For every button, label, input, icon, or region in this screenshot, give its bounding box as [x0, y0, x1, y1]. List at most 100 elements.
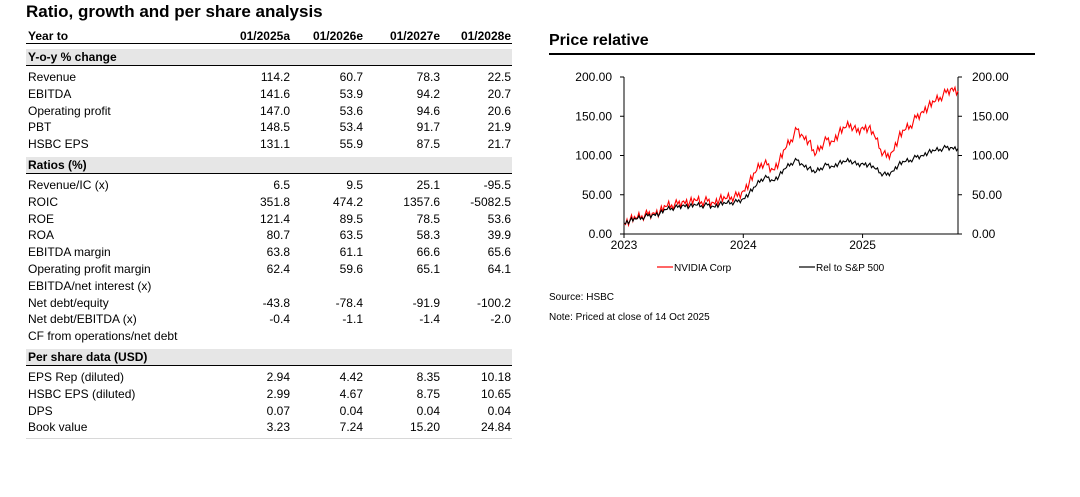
- row-value-col-3: 66.6: [416, 245, 440, 260]
- table-row-hsbc-eps-diluted: HSBC EPS (diluted) 2.99 4.67 8.75 10.65: [26, 386, 512, 403]
- section-title: Ratios (%): [28, 157, 87, 172]
- row-value-col-1: 2.99: [266, 386, 290, 401]
- section-title: Y-o-y % change: [28, 50, 117, 64]
- row-label: PBT: [28, 120, 52, 135]
- row-value-col-3: 65.1: [416, 261, 440, 276]
- row-value-col-4: 53.6: [487, 211, 511, 226]
- row-value-col-1: 3.23: [266, 420, 290, 435]
- row-value-col-3: 78.3: [416, 70, 440, 84]
- row-label: ROE: [28, 211, 55, 226]
- table-row-net-debt-ebitda-x: Net debt/EBITDA (x) -0.4 -1.1 -1.4 -2.0: [26, 311, 512, 328]
- row-value-col-1: 114.2: [260, 70, 290, 84]
- row-value-col-4: 64.1: [487, 261, 511, 276]
- table-end-rule: [26, 438, 512, 440]
- row-value-col-3: 58.3: [416, 228, 440, 243]
- row-value-col-4: 21.9: [487, 120, 511, 135]
- row-value-col-1: 80.7: [266, 228, 290, 243]
- row-value-col-2: 53.6: [339, 103, 363, 118]
- x-tick-label: 2023: [611, 238, 638, 252]
- row-value-col-3: 8.75: [416, 386, 440, 401]
- row-label: HSBC EPS: [28, 137, 89, 152]
- price-relative-title-rule: [549, 53, 1035, 55]
- y-tick-label-left: 200.00: [575, 70, 612, 84]
- row-value-col-4: 10.65: [480, 386, 511, 401]
- row-value-col-2: 55.9: [339, 137, 363, 152]
- table-row-ebitda-net-interest-x: EBITDA/net interest (x): [26, 278, 512, 295]
- row-label: ROA: [28, 228, 55, 243]
- row-value-col-3: 94.2: [416, 86, 440, 101]
- row-value-col-1: 0.07: [266, 403, 290, 418]
- x-tick-label: 2025: [849, 238, 876, 252]
- table-row-book-value: Book value 3.23 7.24 15.20 24.84: [26, 419, 512, 436]
- table-row-dps: DPS 0.07 0.04 0.04 0.04: [26, 403, 512, 420]
- section-rows: Revenue/IC (x) 6.5 9.5 25.1 -95.5 ROIC 351.8 47…: [26, 174, 512, 345]
- row-value-col-1: 2.94: [266, 369, 290, 384]
- row-value-col-3: 87.5: [416, 137, 440, 152]
- table-header-row: Year to 01/2025a 01/2026e 01/2027e 01/20…: [26, 28, 512, 44]
- y-tick-label-left: 0.00: [589, 227, 613, 241]
- row-value-col-1: 147.0: [259, 103, 290, 118]
- x-tick-label: 2024: [730, 238, 757, 252]
- section-header-y-o-y-change: Y-o-y % change: [26, 49, 512, 66]
- row-label: EPS Rep (diluted): [28, 369, 125, 384]
- series-line-rel-to-sp500: [623, 144, 959, 225]
- row-value-col-4: 20.6: [487, 103, 511, 118]
- row-value-col-2: 9.5: [346, 177, 363, 192]
- table-row-eps-rep-diluted: EPS Rep (diluted) 2.94 4.42 8.35 10.18: [26, 369, 512, 386]
- row-label: EBITDA margin: [28, 245, 111, 260]
- row-value-col-1: 141.6: [259, 86, 290, 101]
- row-label: ROIC: [28, 194, 58, 209]
- table-row-operating-profit-margin: Operating profit margin 62.4 59.6 65.1 64.1: [26, 261, 512, 278]
- row-value-col-3: 94.6: [416, 103, 440, 118]
- row-value-col-2: 61.1: [339, 245, 363, 260]
- row-label: Net debt/EBITDA (x): [28, 312, 137, 327]
- row-value-col-3: 1357.6: [403, 194, 440, 209]
- y-tick-label-right: 200.00: [972, 70, 1009, 84]
- table-row-net-debt-equity: Net debt/equity -43.8 -78.4 -91.9 -100.2: [26, 295, 512, 312]
- row-value-col-2: -1.1: [342, 312, 363, 327]
- y-tick-label-left: 50.00: [582, 188, 612, 202]
- y-tick-label-right: 50.00: [972, 188, 1002, 202]
- row-value-col-4: -5082.5: [470, 194, 511, 209]
- y-tick-label-right: 150.00: [972, 109, 1009, 123]
- row-value-col-2: 63.5: [339, 228, 363, 243]
- table-row-roe: ROE 121.4 89.5 78.5 53.6: [26, 211, 512, 228]
- row-value-col-1: 148.5: [259, 120, 290, 135]
- row-value-col-2: 60.7: [339, 70, 363, 84]
- header-col-1: 01/2025a: [239, 29, 290, 43]
- table-row-roic: ROIC 351.8 474.2 1357.6 -5082.5: [26, 194, 512, 211]
- row-label: HSBC EPS (diluted): [28, 386, 136, 401]
- row-value-col-2: 4.67: [339, 386, 363, 401]
- row-value-col-3: -91.9: [412, 295, 440, 310]
- row-value-col-4: -2.0: [490, 312, 511, 327]
- row-value-col-1: -43.8: [262, 295, 290, 310]
- y-tick-label-right: 100.00: [972, 149, 1009, 163]
- legend-label: Rel to S&P 500: [816, 263, 885, 274]
- row-value-col-2: 0.04: [339, 403, 363, 418]
- row-value-col-1: -0.4: [269, 312, 290, 327]
- y-tick-label-right: 0.00: [972, 227, 996, 241]
- row-value-col-2: 7.24: [339, 420, 363, 435]
- row-value-col-2: -78.4: [335, 295, 363, 310]
- header-col-4: 01/2028e: [460, 29, 511, 43]
- section-header-per-share-data-usd: Per share data (USD): [26, 348, 512, 366]
- row-value-col-4: 65.6: [487, 245, 511, 260]
- table-row-revenue-ic-x: Revenue/IC (x) 6.5 9.5 25.1 -95.5: [26, 177, 512, 194]
- row-label: Revenue: [28, 70, 77, 84]
- price-relative-chart: 0.00 50.00 100.00 150.00 200.00 0.00 50.00 100.…: [575, 70, 1009, 274]
- row-value-col-4: 39.9: [487, 228, 511, 243]
- row-label: CF from operations/net debt: [28, 329, 178, 344]
- row-value-col-1: 6.5: [273, 177, 290, 192]
- header-col-2: 01/2026e: [312, 29, 363, 43]
- row-value-col-4: 22.5: [487, 70, 511, 84]
- row-value-col-1: 351.8: [259, 194, 290, 209]
- y-tick-label-left: 100.00: [575, 149, 612, 163]
- table-row-ebitda: EBITDA 141.6 53.9 94.2 20.7: [26, 86, 512, 103]
- ratio-table-title: Ratio, growth and per share analysis: [26, 2, 323, 21]
- table-row-ebitda-margin: EBITDA margin 63.8 61.1 66.6 65.6: [26, 244, 512, 261]
- table-row-pbt: PBT 148.5 53.4 91.7 21.9: [26, 119, 512, 136]
- row-value-col-2: 89.5: [339, 211, 363, 226]
- y-tick-label-left: 150.00: [575, 109, 612, 123]
- row-value-col-1: 63.8: [266, 245, 290, 260]
- table-body: Y-o-y % change Revenue 114.2 60.7 78.3 22.5 EB…: [26, 49, 512, 436]
